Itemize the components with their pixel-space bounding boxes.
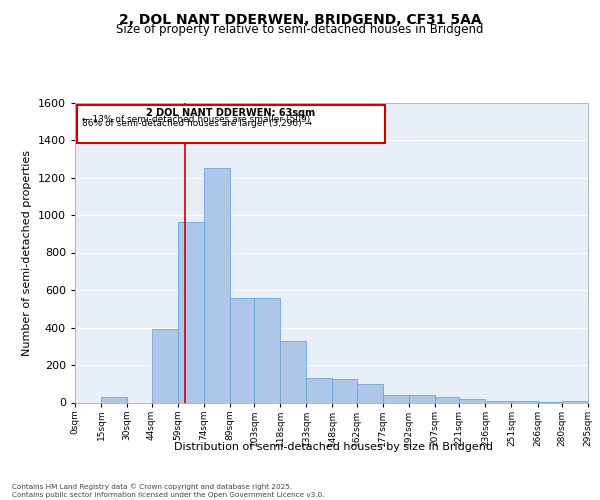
Bar — [77, 106, 385, 143]
Bar — [203, 168, 230, 402]
Bar — [280, 340, 306, 402]
Bar — [101, 397, 127, 402]
Bar — [562, 401, 588, 402]
Text: Distribution of semi-detached houses by size in Bridgend: Distribution of semi-detached houses by … — [173, 442, 493, 452]
Text: 2 DOL NANT DDERWEN: 63sqm: 2 DOL NANT DDERWEN: 63sqm — [146, 108, 315, 118]
Bar — [306, 378, 332, 402]
Text: ← 13% of semi-detached houses are smaller (509): ← 13% of semi-detached houses are smalle… — [82, 114, 310, 124]
Bar — [230, 298, 254, 403]
Bar — [435, 397, 460, 402]
Bar — [357, 384, 383, 402]
Text: Contains HM Land Registry data © Crown copyright and database right 2025.
Contai: Contains HM Land Registry data © Crown c… — [12, 484, 325, 498]
Bar — [460, 399, 485, 402]
Text: 86% of semi-detached houses are larger (3,296) →: 86% of semi-detached houses are larger (… — [82, 120, 312, 128]
Bar — [254, 298, 280, 403]
Bar — [383, 394, 409, 402]
Bar — [152, 330, 178, 402]
Bar — [178, 222, 203, 402]
Bar — [511, 400, 538, 402]
Y-axis label: Number of semi-detached properties: Number of semi-detached properties — [22, 150, 32, 356]
Bar — [332, 379, 357, 402]
Text: Size of property relative to semi-detached houses in Bridgend: Size of property relative to semi-detach… — [116, 22, 484, 36]
Text: 2, DOL NANT DDERWEN, BRIDGEND, CF31 5AA: 2, DOL NANT DDERWEN, BRIDGEND, CF31 5AA — [119, 12, 481, 26]
Bar — [409, 394, 435, 402]
Bar — [485, 400, 511, 402]
